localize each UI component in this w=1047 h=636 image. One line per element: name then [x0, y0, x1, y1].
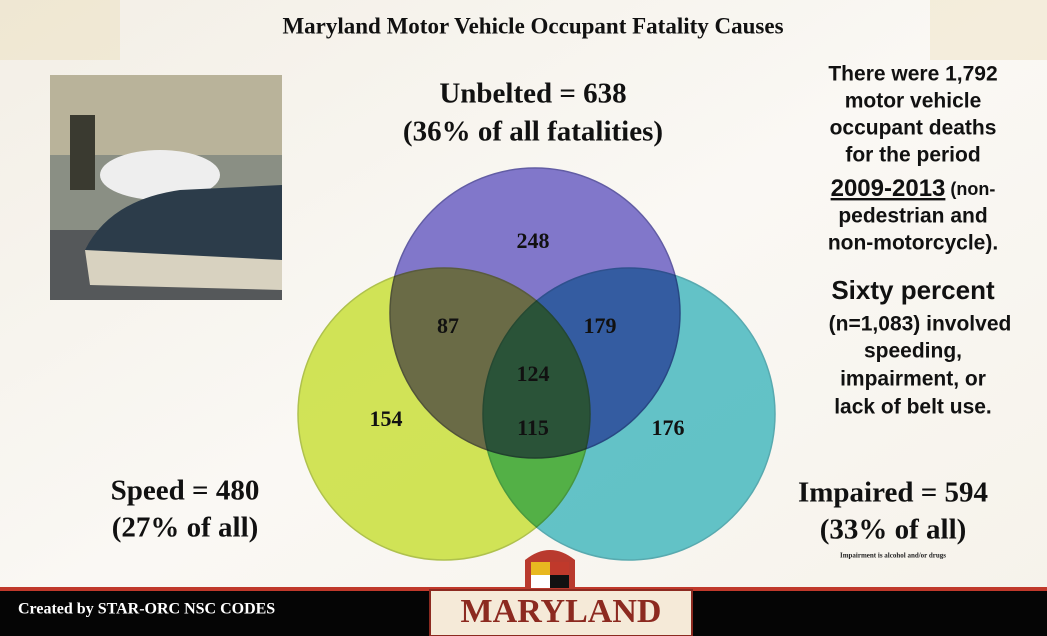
side-line: motor vehicle — [845, 90, 982, 113]
flag-watermark — [0, 0, 120, 60]
region-value: 154 — [370, 406, 403, 431]
circle-impaired — [483, 268, 775, 560]
set-sublabel: (33% of all) — [820, 514, 967, 546]
region-value: 179 — [584, 313, 617, 338]
region-value: 115 — [517, 415, 549, 440]
side-line: speeding, — [864, 340, 962, 363]
side-line: pedestrian and — [838, 205, 987, 228]
side-line: impairment, or — [840, 368, 986, 391]
region-value: 176 — [652, 415, 685, 440]
set-note: Impairment is alcohol and/or drugs — [840, 552, 946, 560]
side-line: There were 1,792 — [828, 63, 997, 86]
set-sublabel: (36% of all fatalities) — [403, 116, 663, 148]
highlight: Sixty percent — [831, 275, 995, 305]
side-line: lack of belt use. — [834, 396, 992, 419]
region-value: 87 — [437, 313, 459, 338]
slide: Maryland Motor Vehicle Occupant Fatality… — [0, 0, 1047, 636]
credit: Created by STAR-ORC NSC CODES — [18, 601, 275, 618]
region-value: 248 — [517, 228, 550, 253]
period-suffix: (non- — [945, 179, 995, 199]
title: Maryland Motor Vehicle Occupant Fatality… — [282, 13, 783, 38]
set-label: Impaired = 594 — [798, 477, 988, 509]
logo-text: MARYLAND — [461, 593, 662, 630]
side-line: for the period — [845, 144, 980, 167]
set-sublabel: (27% of all) — [112, 512, 259, 544]
period: 2009-2013 — [831, 175, 946, 202]
side-line: occupant deaths — [830, 117, 997, 140]
flag-watermark — [930, 0, 1047, 60]
side-line: 2009-2013 (non- — [831, 175, 996, 202]
set-label: Unbelted = 638 — [439, 78, 626, 110]
region-value: 124 — [517, 361, 550, 386]
page: {"title": "Maryland Motor Vehicle Occupa… — [0, 0, 1047, 636]
side-line: (n=1,083) involved — [829, 313, 1012, 336]
side-line: non-motorcycle). — [828, 232, 998, 255]
set-label: Speed = 480 — [111, 475, 260, 507]
photo — [50, 75, 282, 300]
